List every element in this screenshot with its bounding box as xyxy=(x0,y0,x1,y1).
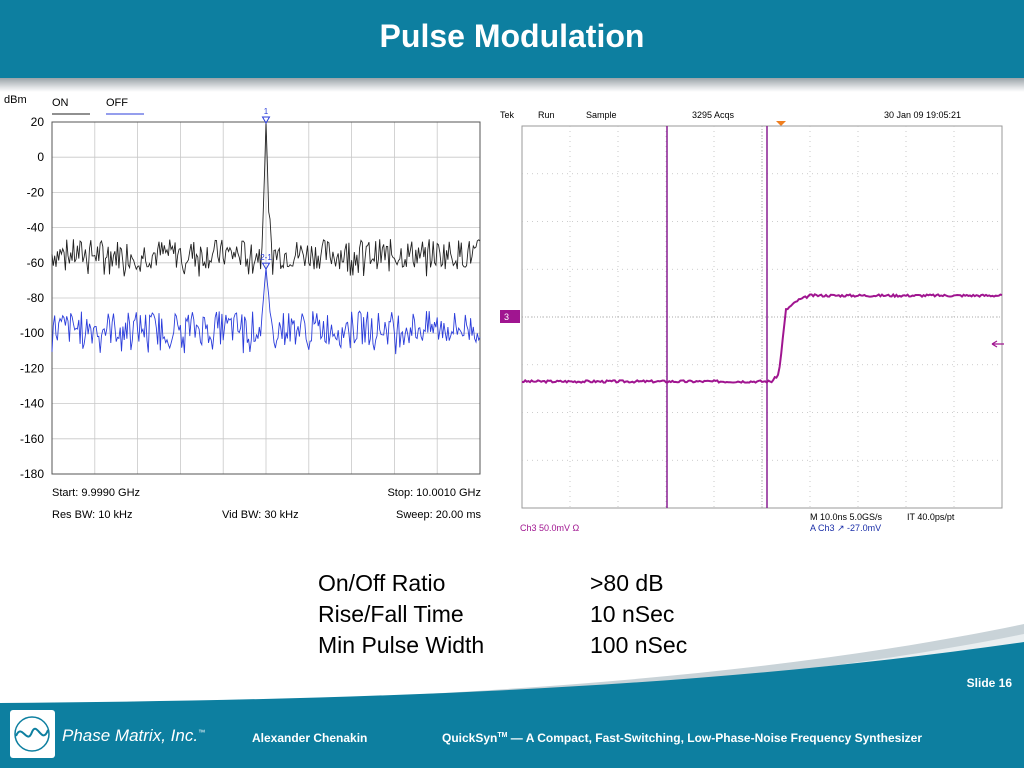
company-name: Phase Matrix, Inc.™ xyxy=(62,726,205,746)
y-tick-label: -140 xyxy=(20,397,44,411)
marker-label: 2-1 xyxy=(260,253,272,262)
scope-acq-mode: Sample xyxy=(586,110,617,120)
channel-marker-label: 3 xyxy=(504,312,509,322)
scope-acq-count: 3295 Acqs xyxy=(692,110,735,120)
y-tick-label: 0 xyxy=(37,150,44,164)
y-tick-label: -40 xyxy=(27,221,45,235)
trace-markers: 1 2-1 xyxy=(260,107,272,271)
marker-triangle xyxy=(261,116,271,124)
stop-frequency: Stop: 10.0010 GHz xyxy=(387,487,481,499)
channel-ground-marker xyxy=(500,310,520,323)
legend-off-label: OFF xyxy=(106,97,128,109)
channel-scale-readout: Ch3 50.0mV Ω xyxy=(520,523,580,533)
spec-row: Rise/Fall Time 10 nSec xyxy=(318,601,738,632)
scope-graticule xyxy=(521,125,1003,509)
trigger-readout: A Ch3 ↗ -27.0mV xyxy=(810,523,881,533)
spectrum-chart: dBm 200-20-40-60-80-100-120-140-160-180 … xyxy=(4,94,481,521)
spec-label: Rise/Fall Time xyxy=(318,601,464,627)
y-tick-labels: 20 0 -20 -40 -60 -80 -100 -120 -140 -160 -180 xyxy=(20,115,44,481)
spec-row: Min Pulse Width 100 nSec xyxy=(318,632,738,663)
spectrum-grid xyxy=(52,122,480,474)
resolution-bandwidth: Res BW: 10 kHz xyxy=(52,509,133,521)
spectrum-analyzer-plot: dBm 20 0 -20 -40 -60 -80 -100 -120 -140 -160 -180 … xyxy=(0,92,490,532)
spec-table: On/Off Ratio >80 dB Rise/Fall Time 10 nS… xyxy=(318,570,738,663)
series-on-trace xyxy=(51,121,481,277)
presentation-subtitle: QuickSynTM — A Compact, Fast-Switching, … xyxy=(442,731,922,745)
interp-readout: IT 40.0ps/pt xyxy=(907,512,955,522)
product-name: QuickSyn xyxy=(442,731,498,745)
video-bandwidth: Vid BW: 30 kHz xyxy=(222,509,299,521)
legend-on-label: ON xyxy=(52,97,69,109)
start-frequency: Start: 9.9990 GHz xyxy=(52,487,140,499)
company-name-text: Phase Matrix, Inc. xyxy=(62,726,199,745)
footer-bar xyxy=(0,703,1024,768)
trigger-position-icon xyxy=(776,121,786,126)
company-tm: ™ xyxy=(198,729,206,737)
title-bar xyxy=(0,0,1024,78)
trigger-level-arrow-icon xyxy=(991,340,1004,348)
y-tick-label: 20 xyxy=(31,115,45,129)
slide-title: Pulse Modulation xyxy=(379,18,645,54)
sweep-time: Sweep: 20.00 ms xyxy=(396,509,481,521)
y-tick-label: -60 xyxy=(27,256,45,270)
marker-label: 1 xyxy=(264,107,269,116)
scope-brand: Tek xyxy=(500,110,515,120)
spec-row: On/Off Ratio >80 dB xyxy=(318,570,738,601)
scope-timestamp: 30 Jan 09 19:05:21 xyxy=(884,110,961,120)
presenter-name: Alexander Chenakin xyxy=(252,731,368,745)
marker-triangle xyxy=(261,262,271,271)
product-tm: TM xyxy=(497,732,508,739)
ch3-waveform xyxy=(521,292,1003,385)
oscilloscope-chart: Tek Run Sample 3295 Acqs 30 Jan 09 19:05… xyxy=(500,110,1004,533)
y-tick-label: -120 xyxy=(20,361,44,375)
company-logo-icon xyxy=(10,710,55,758)
y-axis-unit: dBm xyxy=(4,94,27,106)
header-divider xyxy=(0,78,1024,92)
scope-run-state: Run xyxy=(538,110,555,120)
product-tagline: — A Compact, Fast-Switching, Low-Phase-N… xyxy=(507,731,922,745)
y-tick-label: -180 xyxy=(20,467,44,481)
slide-number: Slide 16 xyxy=(966,676,1012,690)
y-tick-label: -160 xyxy=(20,432,44,446)
spec-value: >80 dB xyxy=(590,570,664,596)
spec-label: On/Off Ratio xyxy=(318,570,446,596)
y-tick-label: -20 xyxy=(27,185,45,199)
y-tick-label: -80 xyxy=(27,291,45,305)
horizontal-scale-readout: M 10.0ns 5.0GS/s xyxy=(810,512,883,522)
spec-label: Min Pulse Width xyxy=(318,632,485,658)
oscilloscope-capture: Tek Run Sample 3295 Acqs 30 Jan 09 19:05… xyxy=(496,104,1012,536)
y-tick-label: -100 xyxy=(20,326,44,340)
spec-value: 100 nSec xyxy=(590,632,688,658)
spec-value: 10 nSec xyxy=(590,601,675,627)
